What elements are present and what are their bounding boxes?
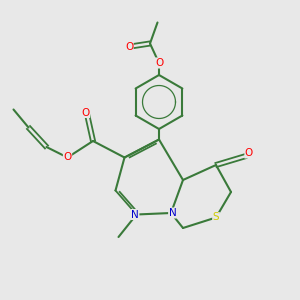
Text: O: O xyxy=(63,152,72,163)
Text: O: O xyxy=(125,41,133,52)
Text: O: O xyxy=(81,107,90,118)
Text: O: O xyxy=(245,148,253,158)
Text: N: N xyxy=(131,209,139,220)
Text: N: N xyxy=(169,208,176,218)
Text: S: S xyxy=(213,212,219,223)
Text: O: O xyxy=(155,58,163,68)
